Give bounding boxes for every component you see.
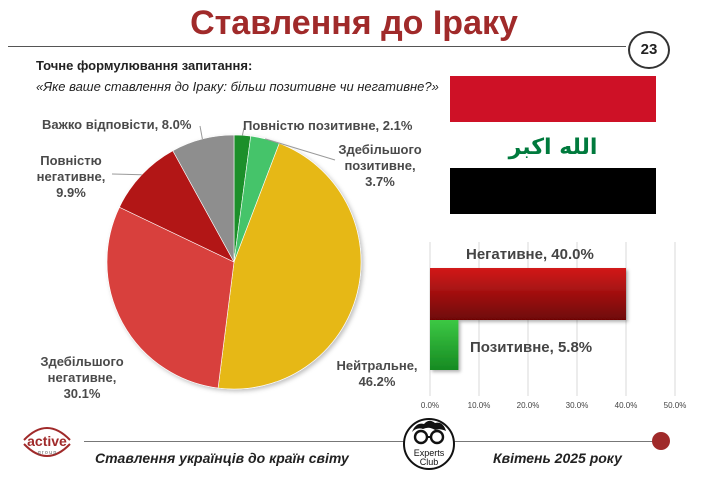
svg-text:Experts: Experts [414, 448, 445, 458]
footer-date: Квітень 2025 року [493, 450, 622, 466]
bar-positive [430, 320, 459, 370]
svg-text:g r o u p: g r o u p [38, 450, 57, 456]
question-label: Точне формулювання запитання: [36, 58, 253, 73]
question-text: «Яке ваше ставлення до Іраку: більш пози… [36, 79, 439, 94]
pie-label-hard-to-say: Важко відповісти, 8.0% [42, 117, 192, 132]
pie-slice-neutral [217, 142, 362, 390]
svg-text:active: active [27, 433, 67, 449]
pie-slice-mostly-negative [106, 206, 235, 389]
flag-white-stripe [450, 122, 656, 168]
flag-black-stripe [450, 168, 656, 214]
pie-slice-hard-to-say [172, 134, 235, 263]
pie-slice-fully-negative [119, 150, 235, 263]
pie-leader-mostly-positive [265, 138, 336, 161]
bar-tick-label: 10.0% [468, 401, 491, 410]
pie-label-neutral: Нейтральне, 46.2% [336, 358, 418, 389]
bar-tick-label: 40.0% [615, 401, 638, 410]
pie-leader-fully-negative [111, 173, 142, 176]
pie-label-mostly-positive: Здебільшого позитивне, 3.7% [338, 142, 422, 189]
pie-leader-fully-positive [241, 127, 245, 136]
flag-script: الله اكبر [508, 135, 598, 160]
bar-tick-label: 20.0% [517, 401, 540, 410]
pie-chart [106, 125, 362, 390]
svg-text:Club: Club [420, 457, 439, 467]
footer-survey-title: Ставлення українців до країн світу [95, 450, 349, 466]
bar-negative [430, 268, 626, 320]
footer-divider [84, 441, 658, 442]
experts-club-logo: Experts Club [403, 418, 455, 470]
title-divider [8, 46, 626, 47]
bar-tick-label: 0.0% [421, 401, 439, 410]
active-group-logo: active g r o u p [23, 427, 71, 457]
bar-tick-label: 30.0% [566, 401, 589, 410]
flag-red-stripe [450, 76, 656, 122]
bar-label-positive: Позитивне, 5.8% [470, 339, 593, 356]
pie-label-fully-positive: Повністю позитивне, 2.1% [243, 118, 413, 133]
bar-chart: 0.0% 10.0% 20.0% 30.0% 40.0% 50.0% [421, 242, 687, 410]
page-number: 23 [628, 31, 670, 69]
bar-tick-label: 50.0% [664, 401, 687, 410]
pie-label-mostly-negative: Здебільшого негативне, 30.1% [40, 354, 124, 401]
page-title: Ставлення до Іраку [190, 4, 518, 42]
pie-leader-hard-to-say [199, 125, 203, 140]
bar-label-negative: Негативне, 40.0% [466, 246, 594, 263]
footer-dot [652, 432, 670, 450]
pie-label-fully-negative: Повністю негативне, 9.9% [36, 153, 106, 200]
iraq-flag: الله اكبر [450, 76, 656, 214]
